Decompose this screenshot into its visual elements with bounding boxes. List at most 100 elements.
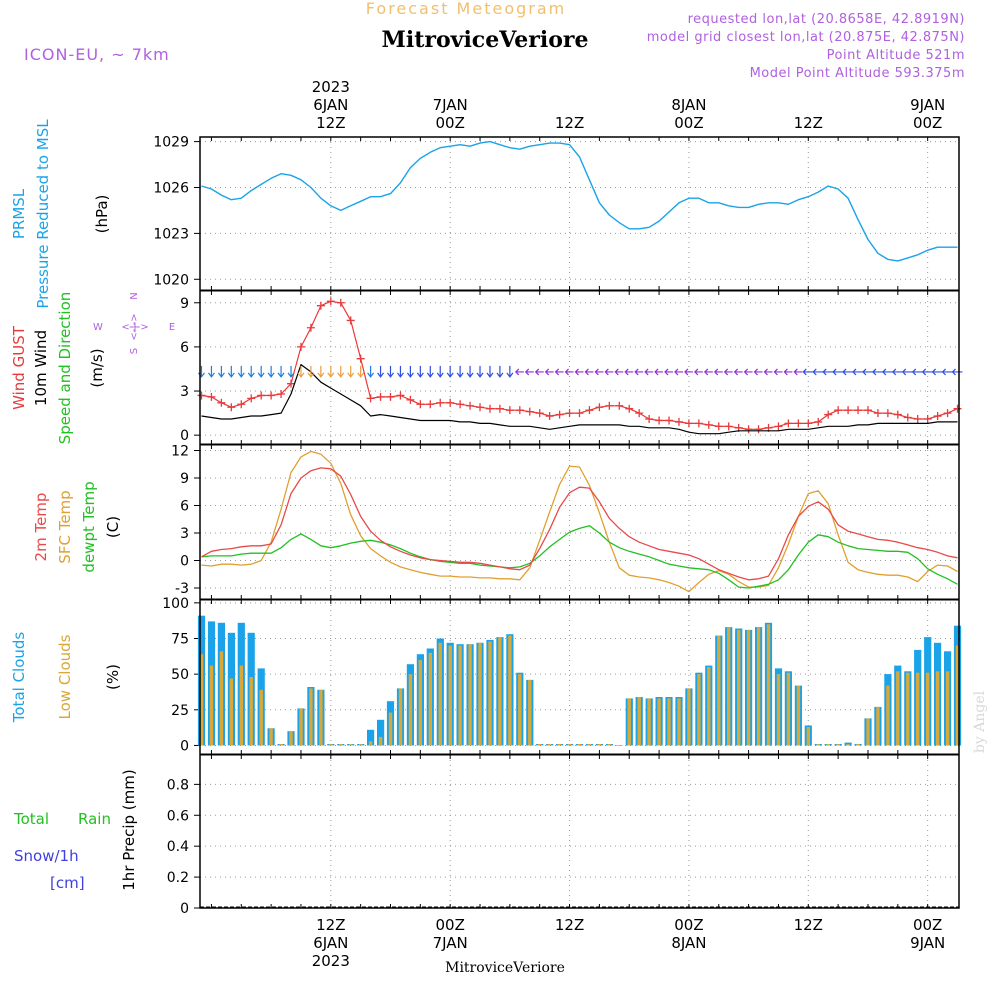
precip-rain-label: Rain xyxy=(78,810,111,828)
gust-marker xyxy=(804,419,813,428)
wind-direction-arrow xyxy=(396,365,404,378)
wind-direction-arrow xyxy=(713,368,723,376)
total-cloud-bar xyxy=(367,729,375,746)
low-cloud-bar xyxy=(587,744,592,746)
gust-marker xyxy=(615,401,624,410)
gust-marker xyxy=(625,404,634,413)
gust-marker xyxy=(794,419,803,428)
wind-direction-arrow xyxy=(743,368,753,376)
wind-direction-arrow xyxy=(793,368,803,376)
temp-dewpt-line xyxy=(201,525,958,589)
gust-marker xyxy=(655,416,664,425)
wind-direction-arrow xyxy=(486,365,494,378)
low-cloud-bar xyxy=(448,645,452,746)
pressure-unit: (hPa) xyxy=(93,195,111,234)
wind-line xyxy=(201,364,958,435)
wind-direction-arrow xyxy=(554,368,564,376)
low-cloud-bar xyxy=(428,652,432,746)
y-tick-label: 1020 xyxy=(153,272,189,288)
time-label-top: 12Z xyxy=(794,114,823,132)
time-label-bottom: 12Z xyxy=(316,916,345,934)
low-cloud-bar xyxy=(408,674,413,746)
gust-marker xyxy=(724,422,733,431)
gust-marker xyxy=(207,392,216,401)
wind-direction-arrow xyxy=(674,368,683,376)
time-label-bottom: 12Z xyxy=(555,916,584,934)
wind-direction-arrow xyxy=(496,365,504,378)
y-tick-label: 0 xyxy=(180,554,189,570)
gust-marker xyxy=(854,406,863,415)
gust-marker xyxy=(227,403,236,412)
gust-marker xyxy=(485,404,494,413)
y-tick-label: -3 xyxy=(175,581,189,597)
gust-marker xyxy=(903,413,912,422)
gust-marker xyxy=(824,410,833,419)
low-cloud-bar xyxy=(249,677,253,746)
low-cloud-bar xyxy=(935,671,940,746)
low-cloud-bar xyxy=(388,712,393,746)
wind-direction-arrow xyxy=(684,368,693,376)
low-cloud-bar xyxy=(209,665,214,746)
low-cloud-bar xyxy=(488,641,492,746)
low-cloud-bar xyxy=(229,678,233,746)
low-cloud-bar xyxy=(508,635,512,746)
gust-marker xyxy=(665,416,674,425)
low-cloud-bar xyxy=(418,659,422,746)
panel-pressure: 1020 1023 1026 1029 xyxy=(153,135,959,290)
low-cloud-bar xyxy=(478,642,482,746)
gust-marker xyxy=(416,400,425,409)
footer-location: MitroviceVeriore xyxy=(445,960,565,976)
gust-marker xyxy=(446,398,455,407)
low-cloud-bar xyxy=(627,698,631,746)
time-label-top: 00Z xyxy=(913,114,942,132)
compass-n: N xyxy=(129,292,140,299)
panel-precip: 0 0.2 0.4 0.6 0.8 xyxy=(167,755,959,917)
low-cloud-bar xyxy=(269,728,273,746)
low-cloud-bar xyxy=(886,685,890,746)
wind-direction-arrow xyxy=(574,368,584,376)
gust-marker xyxy=(565,409,574,418)
low-cloud-bar xyxy=(657,698,661,746)
low-cloud-bar xyxy=(528,679,532,746)
low-cloud-bar xyxy=(378,736,383,746)
low-cloud-bar xyxy=(796,685,801,746)
pressure-label-2: Pressure Reduced to MSL xyxy=(34,119,52,309)
wind-direction-arrow xyxy=(564,368,574,376)
wind-direction-arrow xyxy=(406,365,414,378)
low-cloud-bar xyxy=(677,698,681,746)
low-cloud-bar xyxy=(896,671,900,746)
wind-direction-arrow xyxy=(476,365,484,378)
panel-temperature: -3 0 3 6 9 12 xyxy=(171,444,959,599)
model-name: ICON-EU, ~ 7km xyxy=(24,45,170,64)
direction-label: Speed and Direction xyxy=(56,292,74,445)
y-tick-label: 1026 xyxy=(153,180,189,196)
low-cloud-bar xyxy=(518,674,522,746)
wind-direction-arrow xyxy=(534,368,544,376)
low-cloud-bar xyxy=(876,706,880,746)
compass-arrows-h: <-|-> xyxy=(121,322,148,333)
product-title: Forecast Meteogram xyxy=(366,0,566,18)
wind-direction-arrow xyxy=(783,368,793,376)
wind-direction-arrow xyxy=(456,365,464,378)
wind-direction-arrow xyxy=(941,368,953,376)
gust-marker xyxy=(744,425,753,434)
wind-direction-arrow xyxy=(624,368,634,376)
y-tick-label: 3 xyxy=(180,526,189,542)
low-cloud-bar xyxy=(309,688,313,746)
wind-direction-arrow xyxy=(297,365,305,378)
wind-direction-arrow xyxy=(862,368,873,376)
y-tick-label: 0.2 xyxy=(167,870,189,886)
gust-marker xyxy=(893,410,902,419)
wind-direction-arrow xyxy=(842,368,854,376)
gust-marker xyxy=(595,403,604,412)
low-cloud-bar xyxy=(906,672,910,746)
wind-direction-arrow xyxy=(763,368,773,376)
wind-direction-arrow xyxy=(654,368,664,376)
gust-marker xyxy=(883,409,892,418)
y-tick-label: 100 xyxy=(162,596,189,612)
gust-marker xyxy=(684,419,693,428)
y-tick-label: 6 xyxy=(180,499,189,515)
wind-direction-arrow xyxy=(812,368,824,376)
low-cloud-bar xyxy=(667,698,671,746)
